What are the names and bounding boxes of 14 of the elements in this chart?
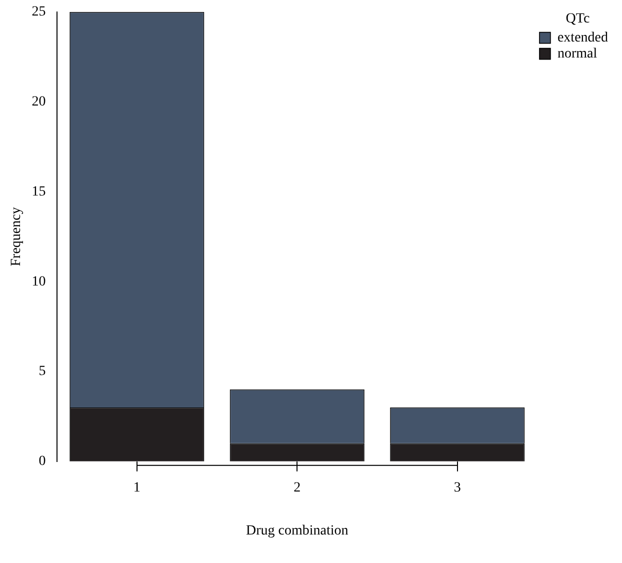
legend-label: normal — [557, 46, 598, 62]
y-tick-label: 0 — [38, 454, 46, 470]
y-tick-label: 10 — [32, 274, 46, 290]
legend-label: extended — [557, 30, 608, 46]
y-tick-label: 25 — [32, 4, 46, 20]
x-tick-label: 3 — [454, 480, 461, 496]
legend-title: QTc — [566, 12, 590, 27]
x-tick-label: 2 — [294, 480, 301, 496]
x-tick-label: 1 — [133, 480, 140, 496]
y-tick-label: 5 — [38, 364, 46, 380]
y-tick-label: 20 — [32, 94, 46, 110]
y-tick-label: 15 — [32, 184, 46, 200]
y-axis-title: Frequency — [9, 207, 24, 266]
x-axis-title: Drug combination — [246, 523, 348, 538]
